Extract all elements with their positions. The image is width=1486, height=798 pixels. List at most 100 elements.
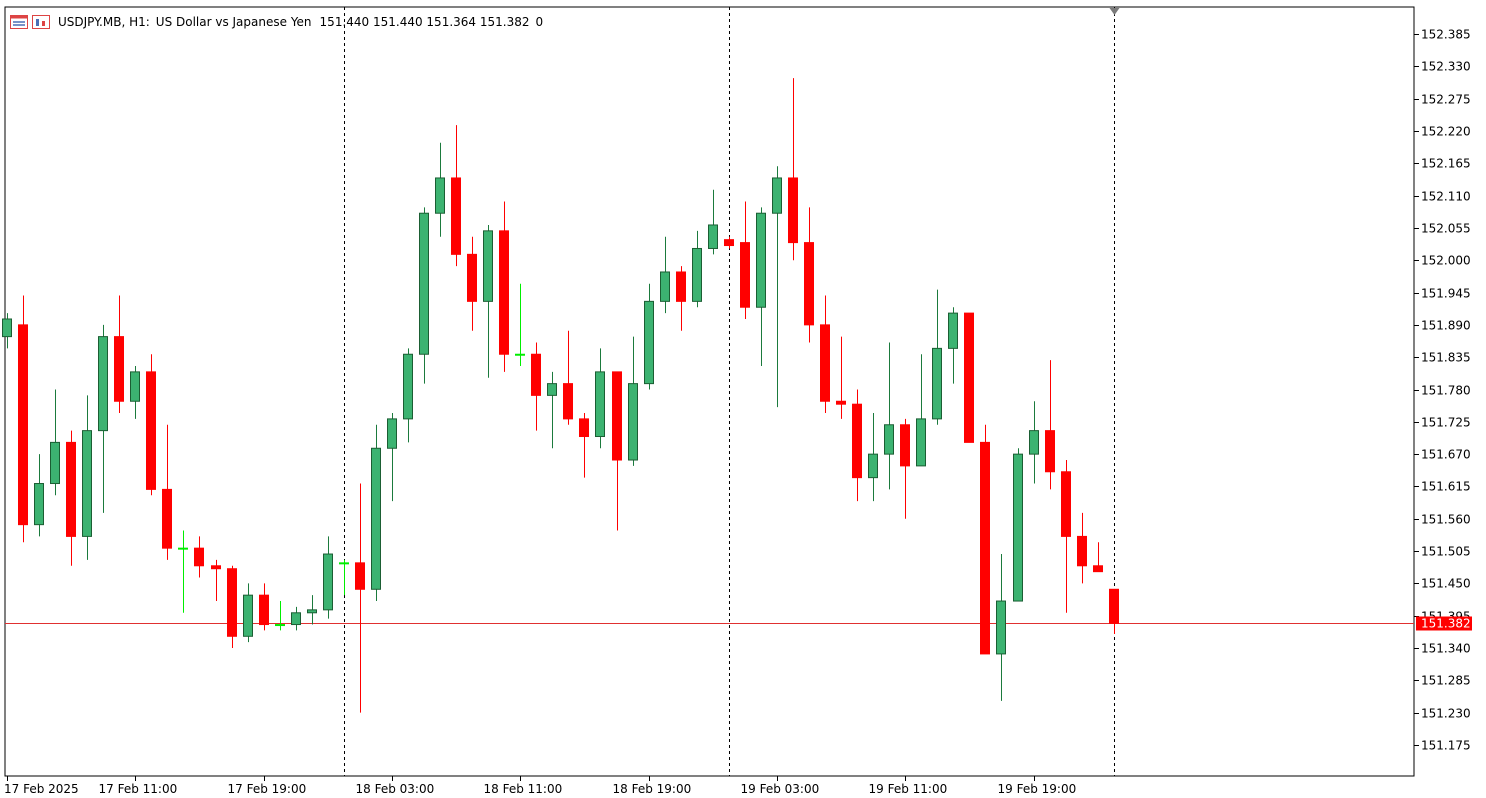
candle-body [66, 441, 76, 537]
candle [708, 189, 718, 255]
y-tick-label: 152.275 [1421, 93, 1471, 107]
candle [323, 536, 333, 619]
y-tick-label: 151.340 [1421, 642, 1471, 656]
candle-body [579, 418, 589, 438]
candle [852, 389, 862, 502]
y-tick-label: 151.890 [1421, 319, 1471, 333]
candle [916, 354, 926, 467]
candle [307, 595, 317, 625]
candle-body [563, 383, 573, 420]
candle [178, 530, 188, 613]
candle-body [227, 568, 237, 637]
candle [563, 330, 573, 425]
candle [66, 430, 76, 566]
day-separators [344, 7, 1115, 776]
candle-body [772, 177, 782, 214]
candle-body [740, 242, 750, 308]
candle-body [355, 562, 365, 590]
candle [1045, 360, 1055, 490]
candle-body [339, 562, 349, 565]
candle-body [868, 453, 878, 479]
candle [499, 201, 509, 372]
candle-body [1109, 588, 1119, 624]
candle [483, 224, 493, 378]
candle-body [1093, 565, 1103, 573]
candle [451, 125, 461, 267]
candle-body [804, 242, 814, 326]
candle-body [980, 441, 990, 655]
candle [612, 371, 622, 531]
candle-body [467, 253, 477, 302]
chart-window-icon[interactable] [32, 15, 50, 29]
candle-body [964, 312, 974, 443]
candle-body [146, 371, 156, 490]
chart-header: USDJPY.MB, H1: US Dollar vs Japanese Yen… [10, 13, 543, 31]
candle [259, 583, 269, 631]
y-tick-label: 151.175 [1421, 739, 1471, 753]
candle-body [451, 177, 461, 255]
candle-body [660, 271, 670, 302]
plot-area[interactable] [4, 6, 1415, 777]
candle [419, 207, 429, 384]
candle [291, 606, 301, 631]
candle [964, 312, 974, 443]
candle [243, 583, 253, 643]
candle-body [756, 212, 766, 308]
candle-body [323, 553, 333, 611]
y-tick-label: 151.670 [1421, 448, 1471, 462]
candle [884, 342, 894, 490]
candle-body [291, 612, 301, 626]
candle-body [50, 441, 60, 485]
candle-body [18, 324, 28, 526]
candle [162, 424, 172, 560]
candle-body [932, 347, 942, 420]
x-tick-label: 17 Feb 11:00 [99, 782, 178, 796]
candle-body [259, 594, 269, 626]
last-price-label: 151.382 [1416, 616, 1472, 631]
candle [82, 395, 92, 560]
candle-body [884, 424, 894, 455]
candle-body [900, 424, 910, 467]
candle-body [996, 600, 1006, 655]
candle [676, 266, 686, 331]
y-tick-label: 151.505 [1421, 545, 1471, 559]
y-tick-label: 151.945 [1421, 287, 1471, 301]
candles [2, 78, 1119, 713]
y-tick-label: 151.780 [1421, 384, 1471, 398]
candle-body [708, 224, 718, 249]
candle-body [275, 624, 285, 627]
candle-body [243, 594, 253, 637]
candle-body [531, 353, 541, 396]
candle-body [114, 336, 124, 402]
candle [980, 424, 990, 655]
window-list-icon[interactable] [10, 15, 28, 29]
candle-body [724, 239, 734, 247]
candle [804, 207, 814, 343]
x-tick-label: 19 Feb 19:00 [998, 782, 1077, 796]
candle [996, 554, 1006, 701]
candle [146, 354, 156, 496]
candle-body [595, 371, 605, 438]
candle [403, 348, 413, 443]
candle-body [1077, 535, 1087, 567]
candle-body [371, 447, 381, 590]
symbol-description: US Dollar vs Japanese Yen [155, 15, 312, 29]
candle-body [435, 177, 445, 214]
candle [387, 413, 397, 502]
candle-body [644, 300, 654, 385]
candle [130, 365, 140, 419]
candle-body [948, 312, 958, 349]
candle-body [2, 318, 12, 338]
candle-body [34, 483, 44, 526]
y-tick-label: 151.615 [1421, 480, 1471, 494]
candle [515, 283, 525, 366]
shift-marker-icon[interactable] [1109, 8, 1120, 15]
candle [114, 295, 124, 414]
x-tick-label: 18 Feb 03:00 [356, 782, 435, 796]
candle [900, 418, 910, 519]
last-price-box [1416, 616, 1472, 631]
candle-body [307, 609, 317, 614]
candle [211, 559, 221, 602]
x-tick-label: 18 Feb 11:00 [484, 782, 563, 796]
